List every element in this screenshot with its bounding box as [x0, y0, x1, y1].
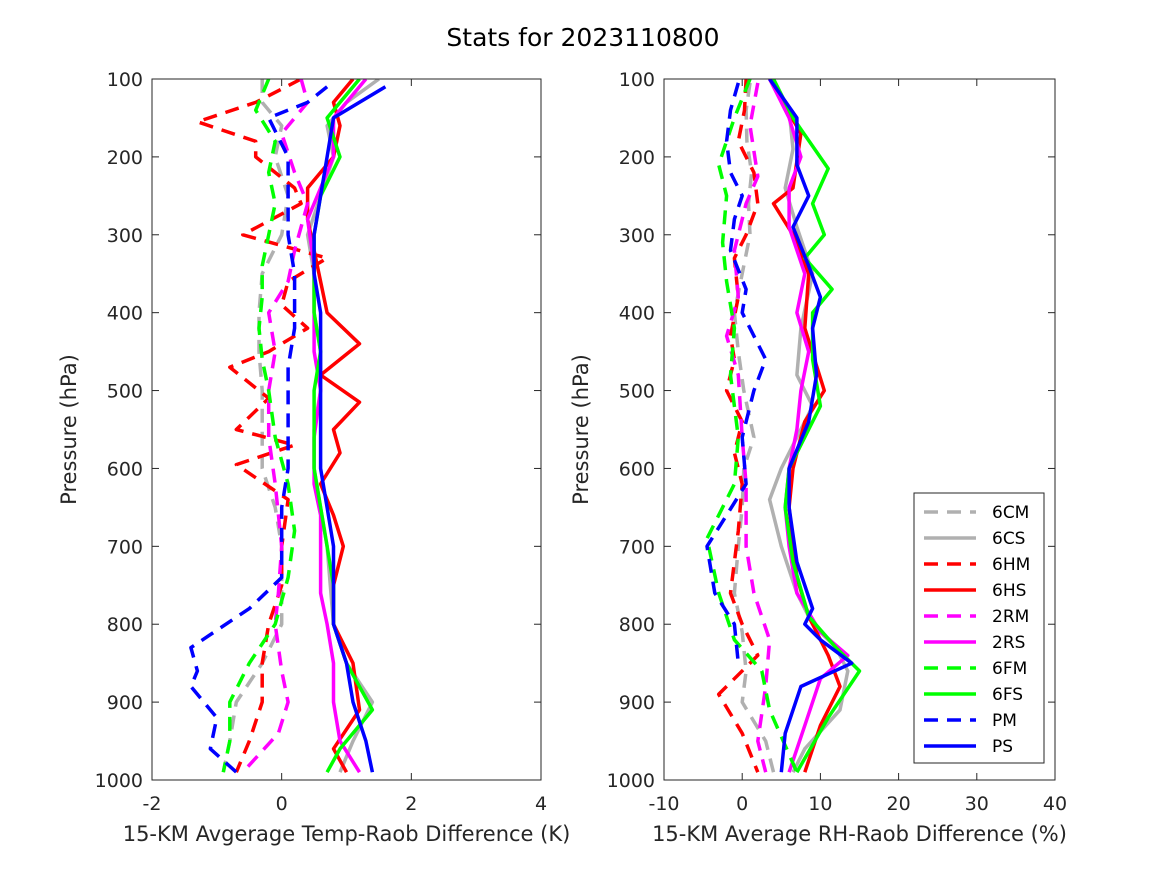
y-tick-label: 900 [619, 692, 655, 714]
y-tick-label: 700 [619, 536, 655, 558]
legend-label-6hs: 6HS [992, 581, 1026, 601]
y-tick-label: 500 [619, 381, 655, 403]
y-tick-label: 700 [107, 536, 143, 558]
series-2rs-line [768, 79, 850, 773]
legend: 6CM 6CS 6HM 6HS 2RM 2RS 6FM 6FS PM PS [913, 492, 1045, 764]
x-axis-label: 15-KM Avgerage Temp-Raob Difference (K) [123, 822, 571, 846]
legend-label-6fm: 6FM [992, 659, 1027, 679]
y-tick-label: 1000 [95, 770, 143, 792]
series-pm-line [705, 82, 768, 664]
plot-lines [705, 79, 862, 774]
legend-label-2rm: 2RM [992, 607, 1029, 627]
series-pm-line [189, 85, 329, 774]
x-tick-label: -2 [143, 793, 162, 815]
series-6cm-line [221, 79, 290, 773]
y-tick-label: 100 [107, 69, 143, 91]
y-axis-label: Pressure (hPa) [569, 354, 593, 505]
x-tick-label: 20 [887, 793, 911, 815]
x-tick-label: 10 [808, 793, 832, 815]
y-tick-label: 500 [107, 381, 143, 403]
y-tick-label: 200 [619, 147, 655, 169]
x-tick-label: 30 [965, 793, 989, 815]
axes-box [151, 78, 542, 781]
legend-label-6hm: 6HM [992, 555, 1030, 575]
x-tick-label: 2 [405, 793, 417, 815]
y-tick-label: 300 [619, 225, 655, 247]
x-tick-label: -10 [648, 793, 679, 815]
legend-label-2rs: 2RS [992, 633, 1025, 653]
y-tick-label: 600 [107, 458, 143, 480]
series-6hm-line [716, 79, 760, 773]
y-tick-label: 100 [619, 69, 655, 91]
series-6hm-line [195, 79, 329, 773]
y-tick-label: 1000 [607, 770, 655, 792]
series-ps-line [312, 85, 387, 773]
y-tick-label: 200 [107, 147, 143, 169]
series-6fm-line [221, 79, 297, 773]
x-tick-label: 0 [736, 793, 748, 815]
x-tick-label: 0 [276, 793, 288, 815]
temp-difference-panel: -2 0 2 4 100 200 300 400 500 600 700 800 900 1000 15-K… [57, 69, 570, 846]
y-tick-label: 800 [107, 614, 143, 636]
legend-label-pm: PM [992, 711, 1017, 731]
y-tick-label: 400 [107, 303, 143, 325]
series-6hs-line [305, 79, 362, 774]
y-tick-label: 800 [619, 614, 655, 636]
series-2rm-line [241, 79, 310, 774]
y-axis-label: Pressure (hPa) [57, 354, 81, 505]
legend-label-6fs: 6FS [992, 685, 1023, 705]
x-axis-label: 15-KM Average RH-Raob Difference (%) [652, 822, 1067, 846]
figure-title: Stats for 2023110800 [446, 23, 719, 52]
plot-lines [189, 79, 387, 774]
y-tick-label: 600 [619, 458, 655, 480]
x-tick-label: 4 [535, 793, 547, 815]
series-ps-line [768, 79, 854, 773]
series-2rm-line [724, 82, 772, 773]
series-6cs-line [305, 79, 380, 773]
y-tick-label: 400 [619, 303, 655, 325]
x-tick-label: 40 [1043, 793, 1067, 815]
legend-label-ps: PS [992, 737, 1013, 757]
y-tick-label: 300 [107, 225, 143, 247]
y-tick-label: 900 [107, 692, 143, 714]
rh-difference-panel: -10 0 10 20 30 40 100 200 300 400 500 600 700 800 900 1… [569, 69, 1067, 846]
legend-label-6cs: 6CS [992, 529, 1025, 549]
legend-label-6cm: 6CM [992, 503, 1029, 523]
series-6fm-line [705, 79, 799, 773]
series-6hs-line [768, 79, 842, 773]
axes-box [663, 78, 1056, 781]
